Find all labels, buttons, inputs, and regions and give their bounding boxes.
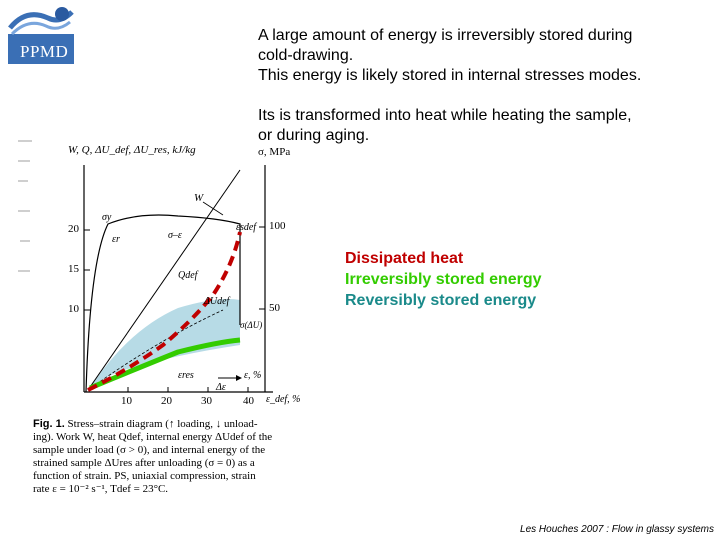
caption-line-3: sample under load (σ > 0), and internal … xyxy=(33,444,266,456)
label-Q-def: Qdef xyxy=(178,270,198,281)
label-sigma-eps: σ–ε xyxy=(168,230,182,241)
label-eps-res: εres xyxy=(178,370,194,381)
label-sigma-y: σy xyxy=(102,212,112,223)
text-line-2: cold-drawing. xyxy=(258,47,354,64)
footer-citation: Les Houches 2007 : Flow in glassy system… xyxy=(520,524,714,535)
text-line-3: This energy is likely stored in internal… xyxy=(258,67,642,84)
x-tick-30: 30 xyxy=(201,395,212,407)
irreversible-energy-curve xyxy=(89,337,241,391)
left-tick-10: 10 xyxy=(68,303,79,315)
energy-legend: Dissipated heat Irreversibly stored ener… xyxy=(345,248,542,311)
figure-caption: Fig. 1. Stress–strain diagram (↑ loading… xyxy=(33,418,318,496)
text-line-1: A large amount of energy is irreversibly… xyxy=(258,27,633,44)
left-tick-20: 20 xyxy=(68,223,79,235)
legend-reversible-energy: Reversibly stored energy xyxy=(345,292,537,309)
main-text: A large amount of energy is irreversibly… xyxy=(258,26,708,146)
caption-title: Fig. 1. xyxy=(33,418,65,430)
x-tick-10: 10 xyxy=(121,395,132,407)
label-W: W xyxy=(194,192,204,204)
logo-graphic xyxy=(8,7,74,64)
label-dU: σ(ΔU) xyxy=(240,320,263,330)
caption-line-1: Stress–strain diagram (↑ loading, ↓ unlo… xyxy=(67,418,258,430)
text-line-5: or during aging. xyxy=(258,127,370,144)
right-tick-100: 100 xyxy=(269,220,286,232)
x-tick-40: 40 xyxy=(243,395,254,407)
label-eps-sdef: εsdef xyxy=(236,222,257,233)
x-tick-20: 20 xyxy=(161,395,172,407)
label-dU-def: ΔUdef xyxy=(204,296,230,307)
label-eps-r: εr xyxy=(112,234,120,245)
x-axis-label: ε_def, % xyxy=(266,394,301,405)
caption-line-4: strained sample ΔUres after unloading (σ… xyxy=(33,457,255,469)
text-line-4: Its is transformed into heat while heati… xyxy=(258,107,632,124)
dissipated-heat-curve xyxy=(87,231,242,392)
legend-dissipated-heat: Dissipated heat xyxy=(345,250,464,267)
right-tick-50: 50 xyxy=(269,302,280,314)
caption-line-5: function of strain. PS, uniaxial compres… xyxy=(33,470,256,482)
label-d-eps: Δε xyxy=(216,382,226,393)
right-axis-title: σ, MPa xyxy=(258,146,291,158)
legend-irreversible-energy: Irreversibly stored energy xyxy=(345,271,542,288)
ppmd-logo: PPMD xyxy=(8,4,80,66)
figure-plot xyxy=(18,140,273,393)
label-eps: ε, % xyxy=(244,370,262,381)
caption-line-2: ing). Work W, heat Qdef, internal energy… xyxy=(33,431,273,443)
logo-text: PPMD xyxy=(20,42,69,61)
left-axis-title: W, Q, ΔU_def, ΔU_res, kJ/kg xyxy=(68,144,196,156)
caption-line-6: rate ε = 10⁻² s⁻¹, Tdef = 23°C. xyxy=(33,483,169,495)
stress-strain-figure: W, Q, ΔU_def, ΔU_res, kJ/kg σ, MPa 20 15… xyxy=(18,120,323,510)
left-tick-15: 15 xyxy=(68,263,79,275)
